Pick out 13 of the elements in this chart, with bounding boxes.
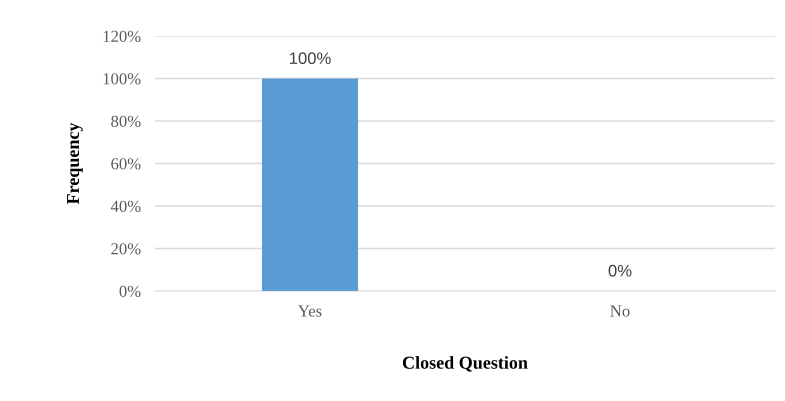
- y-tick-label: 0%: [120, 286, 141, 297]
- y-tick-label: 100%: [104, 73, 141, 84]
- data-label: 0%: [608, 264, 632, 277]
- y-tick-label: 80%: [111, 116, 141, 127]
- y-tick-label: 40%: [110, 200, 141, 212]
- y-tick-label: 20%: [111, 243, 141, 254]
- x-tick-label: No: [610, 306, 630, 317]
- x-tick-label: Yes: [298, 306, 322, 317]
- y-axis-title: Frequency: [67, 122, 83, 204]
- x-axis-title: Closed Question: [402, 356, 528, 372]
- y-tick-label: 120%: [104, 30, 141, 42]
- data-label: 100%: [290, 52, 331, 64]
- y-tick-label: 60%: [111, 158, 141, 170]
